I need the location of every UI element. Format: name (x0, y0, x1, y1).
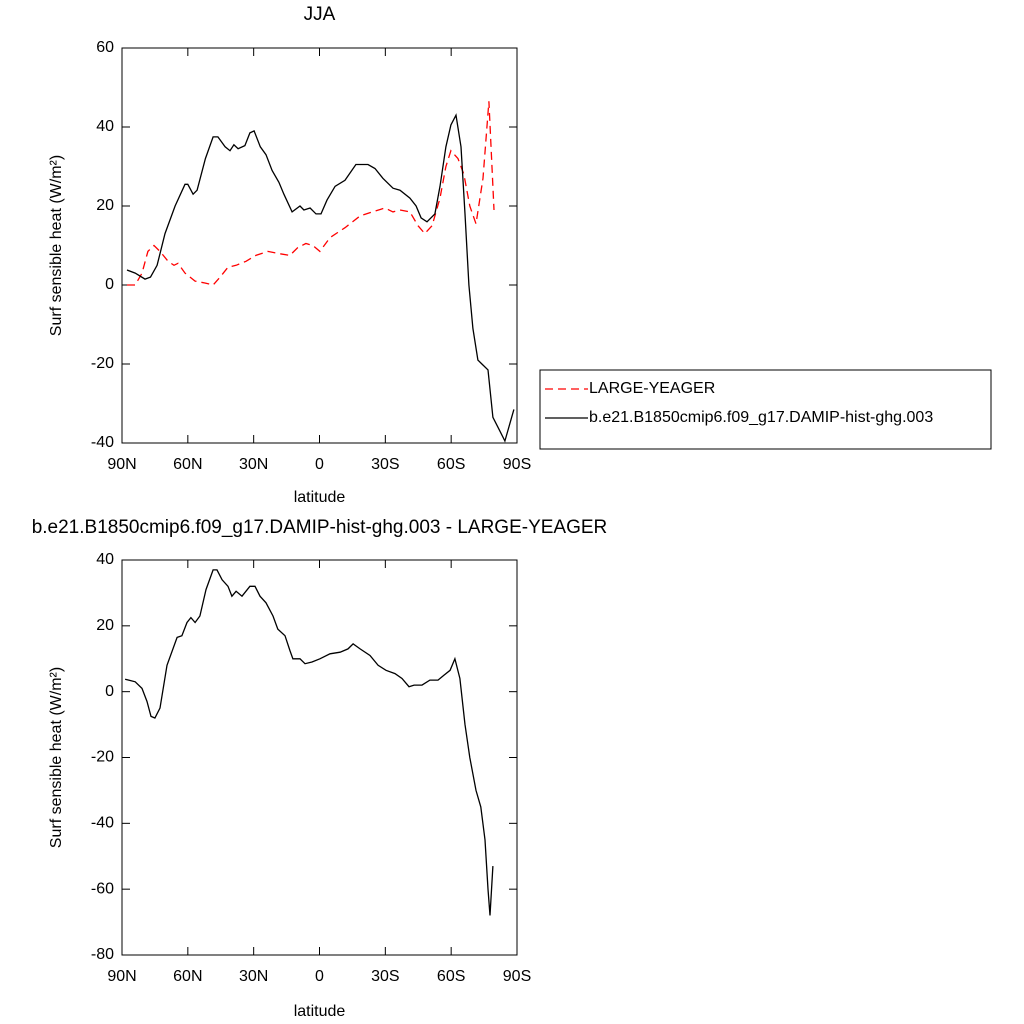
plot-frame (121, 47, 518, 444)
y-tick-label: -60 (91, 880, 114, 897)
y-tick-label: 40 (96, 551, 114, 568)
y-tick-label: 0 (105, 276, 114, 293)
x-axis-label: latitude (294, 1003, 346, 1020)
plot-frame (121, 559, 518, 956)
x-tick-label: 0 (315, 968, 324, 985)
x-tick-label: 90N (107, 456, 136, 473)
y-tick-label: 0 (105, 683, 114, 700)
x-tick-label: 30S (371, 968, 399, 985)
x-tick-label: 90S (503, 968, 531, 985)
chart-title: b.e21.B1850cmip6.f09_g17.DAMIP-hist-ghg.… (32, 517, 608, 538)
y-tick-label: 40 (96, 118, 114, 135)
x-tick-label: 30N (239, 456, 268, 473)
x-tick-label: 30N (239, 968, 268, 985)
x-tick-label: 90N (107, 968, 136, 985)
x-tick-label: 90S (503, 456, 531, 473)
y-tick-label: -80 (91, 946, 114, 963)
y-tick-label: -20 (91, 749, 114, 766)
y-axis-label: Surf sensible heat (W/m²) (48, 155, 65, 336)
y-tick-label: -40 (91, 815, 114, 832)
chart-title: JJA (304, 4, 336, 25)
data-line (127, 101, 495, 286)
legend-label: b.e21.B1850cmip6.f09_g17.DAMIP-hist-ghg.… (589, 409, 933, 426)
y-tick-label: 60 (96, 39, 114, 56)
x-tick-label: 60S (437, 968, 465, 985)
x-axis-label: latitude (294, 489, 346, 506)
y-tick-label: -20 (91, 355, 114, 372)
x-tick-label: 60N (173, 456, 202, 473)
data-line (124, 569, 494, 916)
x-tick-label: 0 (315, 456, 324, 473)
x-tick-label: 60S (437, 456, 465, 473)
legend-label: LARGE-YEAGER (589, 380, 715, 397)
legend-box (539, 369, 992, 450)
data-line (126, 113, 515, 443)
y-axis-label: Surf sensible heat (W/m²) (48, 667, 65, 848)
y-tick-label: 20 (96, 617, 114, 634)
x-tick-label: 60N (173, 968, 202, 985)
x-tick-label: 30S (371, 456, 399, 473)
y-tick-label: 20 (96, 197, 114, 214)
y-tick-label: -40 (91, 434, 114, 451)
